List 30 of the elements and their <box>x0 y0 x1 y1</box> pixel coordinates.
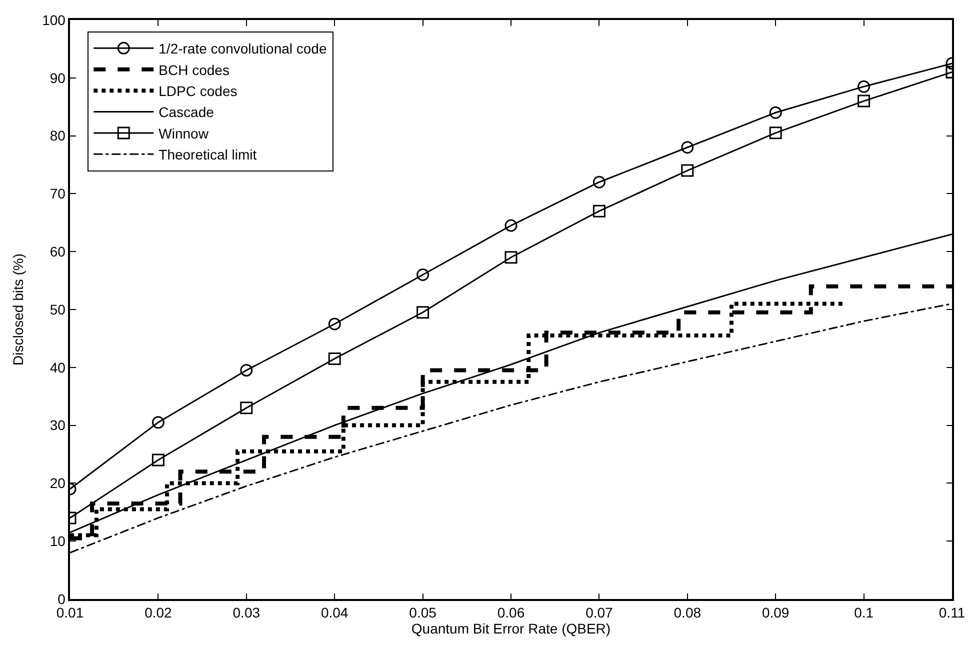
legend-label: Cascade <box>158 104 214 120</box>
x-tick-label: 0.1 <box>854 604 874 621</box>
y-tick-label: 20 <box>50 475 66 492</box>
x-tick-label: 0.04 <box>320 604 348 621</box>
y-axis-title: Disclosed bits (%) <box>10 253 26 366</box>
y-tick-label: 80 <box>50 128 66 144</box>
y-tick-label: 70 <box>50 186 66 202</box>
x-tick-label: 0.06 <box>497 604 525 621</box>
y-tick-label: 0 <box>58 590 66 607</box>
y-tick-label: 50 <box>50 301 66 318</box>
y-tick-label: 10 <box>50 533 66 549</box>
legend-label: Winnow <box>158 125 210 142</box>
legend-label: Theoretical limit <box>158 146 257 163</box>
y-tick-label: 30 <box>50 417 66 434</box>
x-tick-label: 0.08 <box>674 604 702 621</box>
x-tick-label: 0.07 <box>586 604 614 621</box>
legend-label: LDPC codes <box>158 83 238 100</box>
x-axis-title: Quantum Bit Error Rate (QBER) <box>411 620 611 637</box>
x-tick-label: 0.03 <box>232 604 260 621</box>
legend-label: BCH codes <box>158 62 230 78</box>
x-tick-label: 0.11 <box>938 604 966 621</box>
y-tick-label: 100 <box>42 12 66 28</box>
x-tick-label: 0.09 <box>762 604 790 621</box>
x-tick-label: 0.02 <box>144 604 172 621</box>
y-tick-label: 90 <box>50 70 66 86</box>
y-tick-label: 60 <box>50 244 66 260</box>
legend-label: 1/2-rate convolutional code <box>158 40 327 57</box>
x-tick-label: 0.01 <box>56 604 84 621</box>
x-tick-label: 0.05 <box>409 604 437 621</box>
y-tick-label: 40 <box>50 359 66 376</box>
